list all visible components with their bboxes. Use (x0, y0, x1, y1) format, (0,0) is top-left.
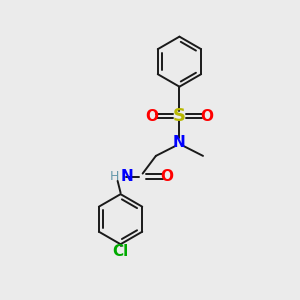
Text: O: O (146, 109, 159, 124)
Text: N: N (121, 169, 133, 184)
Text: H: H (110, 170, 119, 183)
Text: S: S (173, 107, 186, 125)
Text: N: N (173, 135, 186, 150)
Text: Cl: Cl (112, 244, 129, 259)
Text: O: O (160, 169, 174, 184)
Text: O: O (200, 109, 213, 124)
